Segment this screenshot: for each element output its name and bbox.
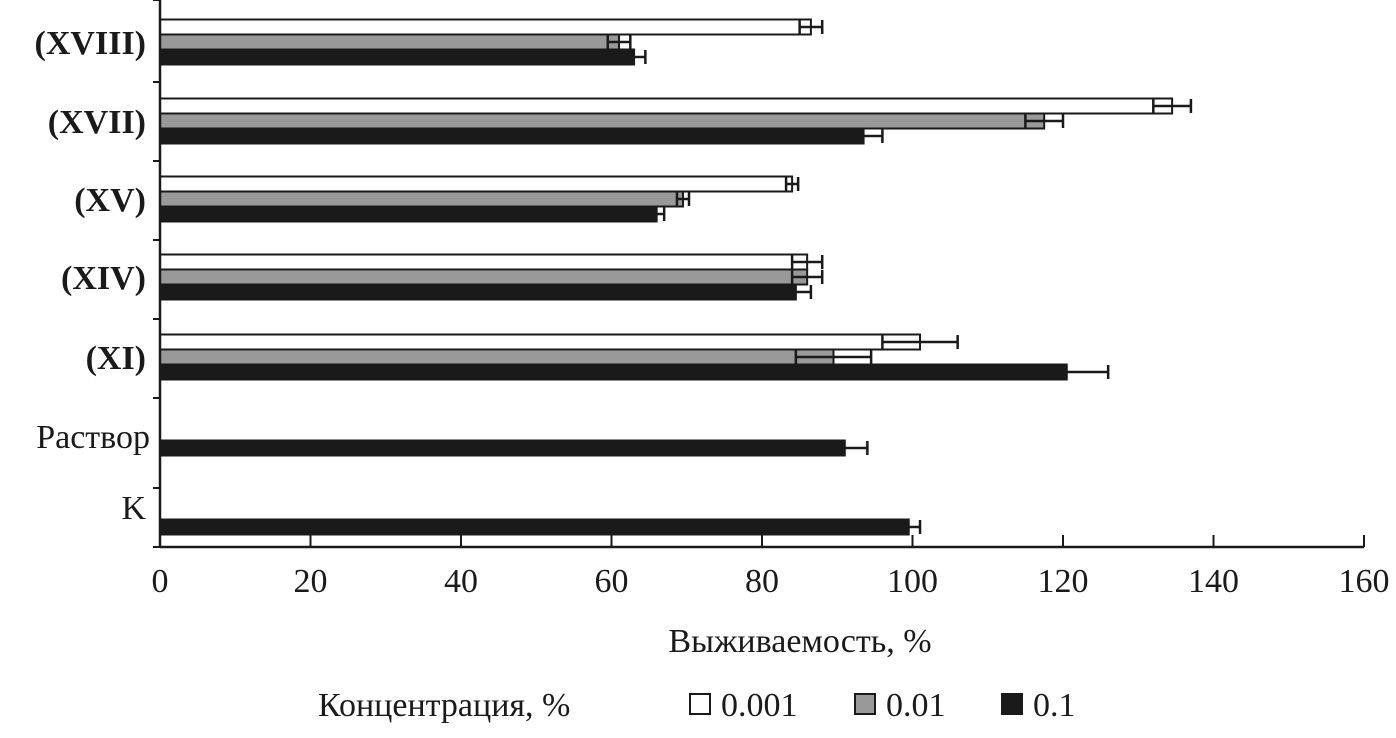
category-label: (XVIII) [35, 25, 146, 62]
legend-title: Концентрация, % [318, 687, 570, 724]
legend-swatch-0 [689, 693, 711, 715]
x-tick-label: 120 [1038, 563, 1089, 600]
x-tick-label: 100 [887, 563, 938, 600]
category-label: (XVII) [48, 104, 146, 141]
legend-swatch-1 [854, 693, 876, 715]
category-label: (XI) [86, 340, 146, 377]
bar-xv-series-1 [159, 190, 684, 208]
bar-xviii-series-0 [159, 18, 812, 36]
x-tick-label: 80 [745, 563, 779, 600]
bar-xviii-series-1 [159, 33, 621, 51]
x-tick-label: 20 [294, 563, 328, 600]
bar-xi-series-0 [159, 333, 922, 351]
bar-xv-series-0 [159, 175, 794, 193]
bar-раствор-series-2 [159, 439, 846, 457]
category-label: (XIV) [61, 260, 146, 297]
bar-k-series-2 [159, 518, 910, 536]
legend-swatch-2 [1001, 693, 1023, 715]
x-tick-label: 0 [152, 563, 169, 600]
bar-xvii-series-1 [159, 112, 1046, 130]
category-label: (XV) [74, 182, 146, 219]
x-tick-label: 40 [444, 563, 478, 600]
bar-xi-series-2 [159, 363, 1068, 381]
legend-entry-1: 0.01 [886, 687, 946, 724]
x-tick-label: 160 [1339, 563, 1390, 600]
bar-xvii-series-2 [159, 127, 865, 145]
bar-xi-series-1 [159, 348, 835, 366]
bar-xviii-series-2 [159, 48, 636, 66]
x-axis-title: Выживаемость, % [668, 623, 931, 660]
bar-xvii-series-0 [159, 97, 1174, 115]
category-label: Раствор [36, 419, 150, 456]
bar-xiv-series-0 [159, 253, 809, 271]
x-tick-label: 60 [595, 563, 629, 600]
bar-xiv-series-1 [159, 268, 809, 286]
category-label: K [121, 490, 146, 527]
legend-entry-2: 0.1 [1033, 687, 1076, 724]
x-tick-label: 140 [1188, 563, 1239, 600]
bar-xiv-series-2 [159, 283, 797, 301]
legend-entry-0: 0.001 [721, 687, 798, 724]
bar-xv-series-2 [159, 205, 658, 223]
